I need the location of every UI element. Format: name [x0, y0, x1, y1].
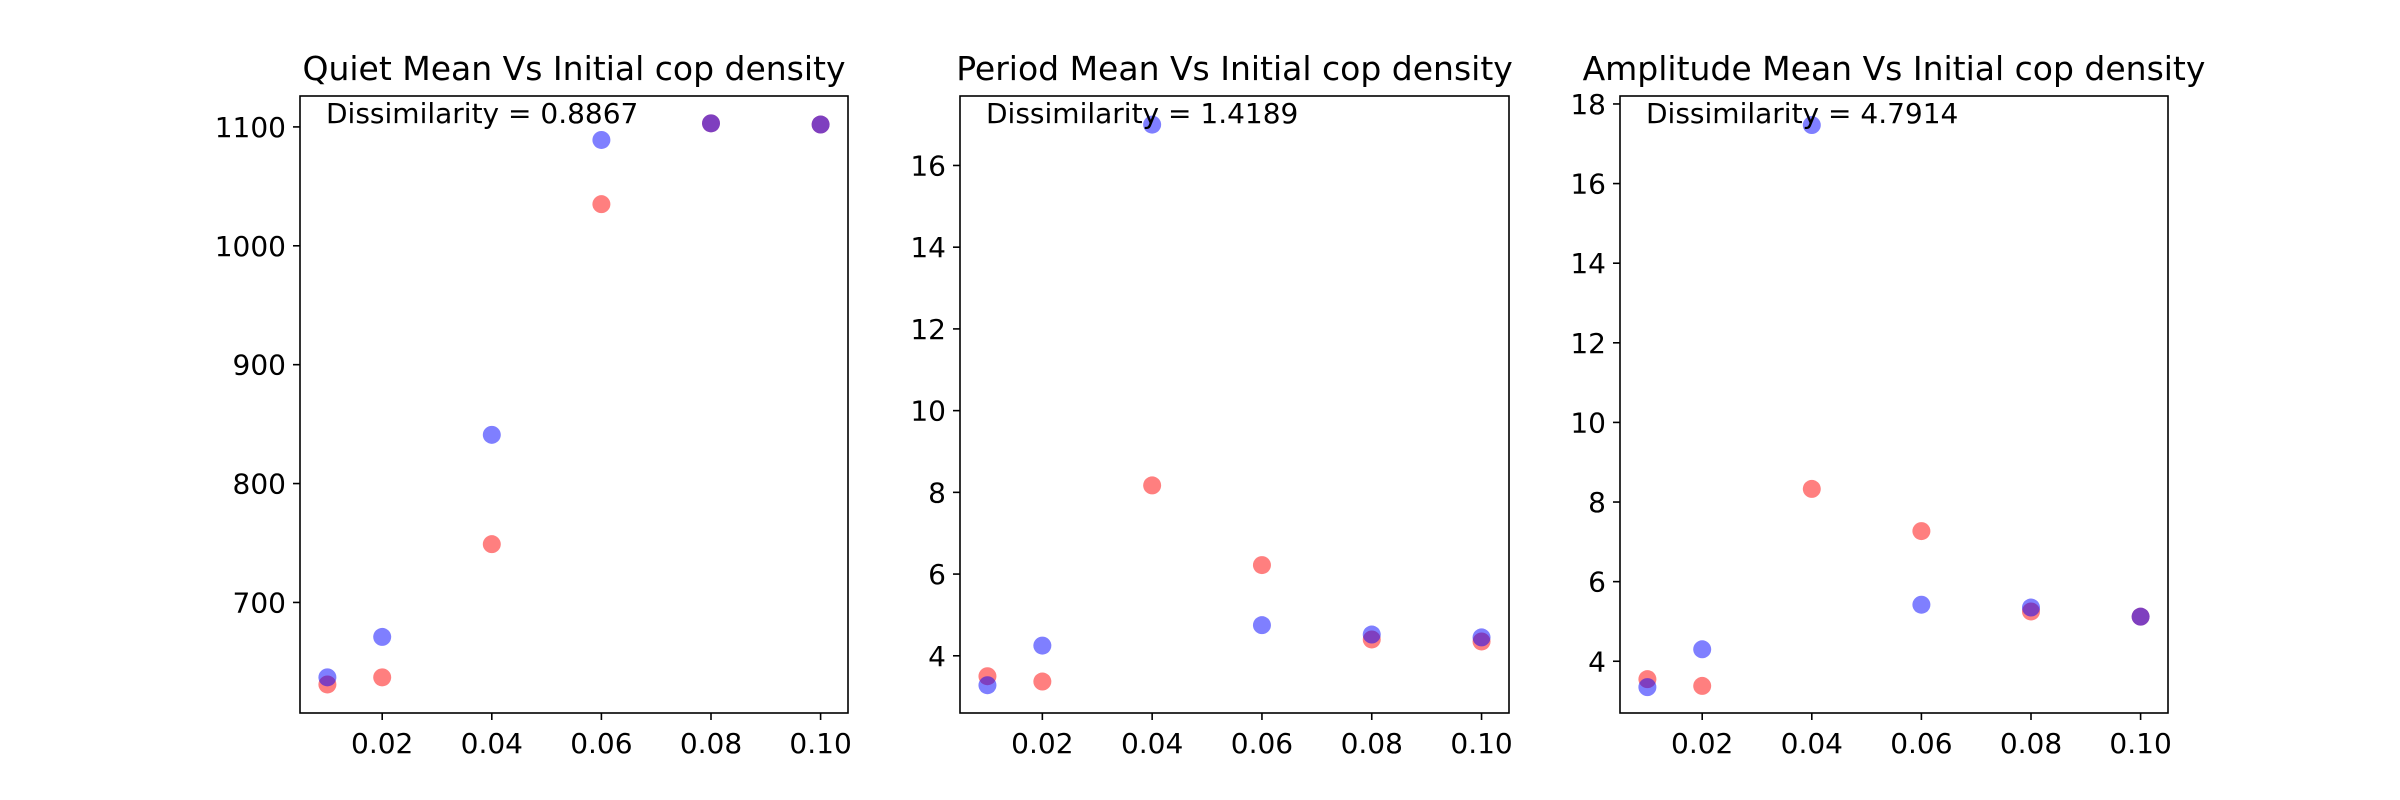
data-point-red: [373, 668, 392, 687]
data-point-red: [482, 535, 501, 554]
data-point-blue: [978, 676, 997, 695]
data-point-blue: [1033, 636, 1052, 655]
data-point-blue: [373, 627, 392, 646]
dissimilarity-annotation: Dissimilarity = 1.4189: [986, 97, 1298, 130]
y-tick-label: 1100: [215, 111, 286, 144]
data-point-blue: [1362, 625, 1381, 644]
y-tick-label: 4: [1588, 645, 1606, 678]
data-point-blue: [1143, 115, 1162, 134]
data-point-blue: [702, 114, 720, 133]
y-tick-label: 4: [928, 640, 946, 673]
x-tick-label: 0.02: [1671, 727, 1733, 760]
chart-panel-2: Period Mean Vs Initial cop density 0.02 0.…: [910, 49, 1512, 760]
y-tick-label: 700: [233, 586, 286, 619]
data-point-red: [1252, 556, 1271, 575]
dissimilarity-annotation: Dissimilarity = 0.8867: [326, 97, 638, 130]
y-tick-label: 8: [928, 476, 946, 509]
y-tick-label: 12: [910, 313, 946, 346]
chart-title: Period Mean Vs Initial cop density: [956, 49, 1513, 88]
data-point-blue: [1638, 678, 1657, 697]
x-tick-label: 0.06: [1890, 727, 1952, 760]
x-tick-label: 0.10: [1450, 727, 1512, 760]
data-point-red: [1912, 522, 1931, 541]
data-point-red: [1693, 676, 1712, 695]
y-tick-label: 12: [1570, 327, 1606, 360]
y-tick-label: 10: [910, 395, 946, 428]
data-point-blue: [1912, 595, 1931, 614]
x-tick-label: 0.06: [570, 727, 632, 760]
chart-title: Amplitude Mean Vs Initial cop density: [1583, 49, 2206, 88]
x-tick-label: 0.08: [680, 727, 742, 760]
y-tick-label: 16: [910, 149, 946, 182]
y-tick-label: 14: [910, 231, 946, 264]
x-tick-label: 0.10: [2109, 727, 2171, 760]
y-tick-label: 6: [928, 558, 946, 591]
x-tick-label: 0.08: [2000, 727, 2062, 760]
chart-panel-1: Quiet Mean Vs Initial cop density 0.02 0.0…: [215, 49, 852, 760]
y-tick-label: 16: [1570, 168, 1606, 201]
x-tick-label: 0.04: [1121, 727, 1183, 760]
y-tick-label: 800: [233, 468, 286, 501]
plot-frame: [1619, 95, 2169, 714]
y-tick-label: 900: [233, 349, 286, 382]
chart-panel-3: Amplitude Mean Vs Initial cop density 0.0…: [1570, 49, 2205, 760]
data-point-blue: [2022, 598, 2040, 617]
data-point-blue: [1693, 640, 1712, 659]
y-tick-label: 6: [1588, 566, 1606, 599]
x-tick-label: 0.02: [1011, 727, 1073, 760]
dissimilarity-annotation: Dissimilarity = 4.7914: [1646, 97, 1958, 130]
data-point-blue: [811, 115, 830, 134]
x-tick-label: 0.06: [1231, 727, 1293, 760]
x-tick-label: 0.02: [351, 727, 413, 760]
data-point-blue: [592, 130, 611, 149]
plot-frame: [959, 95, 1510, 714]
y-tick-label: 1000: [215, 230, 286, 263]
data-point-blue: [318, 668, 337, 687]
x-tick-label: 0.04: [1781, 727, 1843, 760]
data-point-red: [592, 195, 611, 214]
x-tick-label: 0.08: [1341, 727, 1403, 760]
y-tick-label: 18: [1570, 88, 1606, 121]
data-point-blue: [1472, 628, 1491, 647]
data-point-blue: [1802, 116, 1821, 135]
data-point-blue: [2131, 607, 2150, 626]
data-point-red: [1802, 479, 1821, 498]
x-tick-label: 0.10: [789, 727, 851, 760]
data-point-blue: [1252, 616, 1271, 635]
data-point-red: [1033, 672, 1052, 691]
y-tick-label: 8: [1588, 486, 1606, 519]
x-tick-label: 0.04: [461, 727, 523, 760]
plot-frame: [299, 95, 849, 714]
chart-title: Quiet Mean Vs Initial cop density: [302, 49, 845, 88]
y-tick-label: 14: [1570, 247, 1606, 280]
y-tick-label: 10: [1570, 406, 1606, 439]
data-point-red: [1143, 476, 1162, 495]
data-point-blue: [482, 425, 501, 444]
